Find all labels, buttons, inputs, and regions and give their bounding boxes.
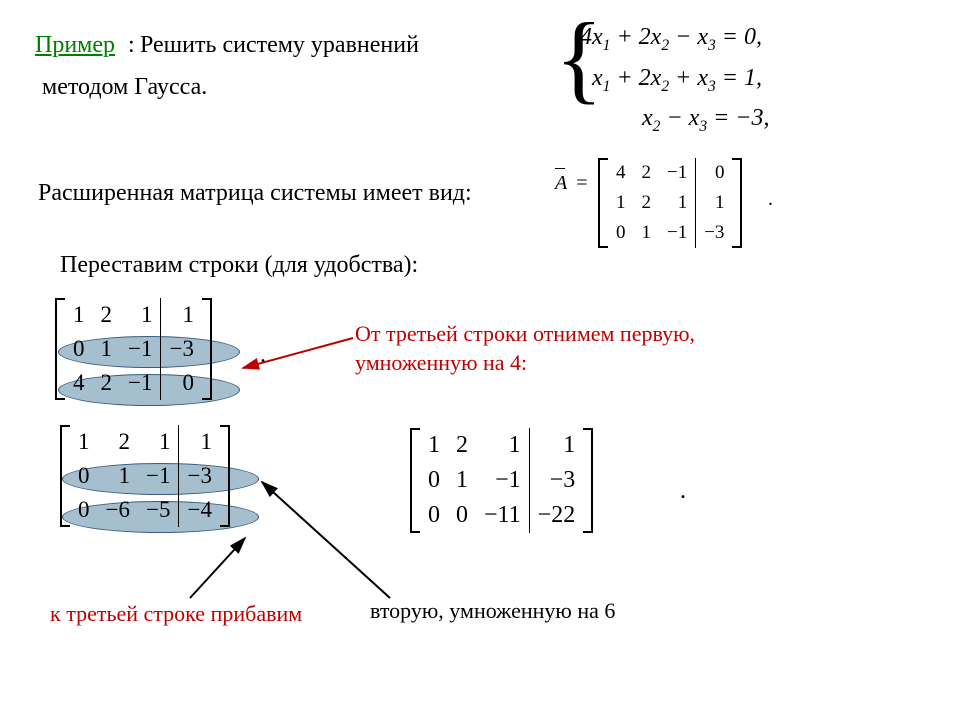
matrix-cell: 1 — [529, 428, 583, 463]
matrix-cell: 2 — [98, 425, 138, 459]
matrix-cell: −6 — [98, 493, 138, 527]
matrix-cell: 0 — [70, 459, 98, 493]
matrix-cell: 1 — [138, 425, 179, 459]
matrix-cell: 2 — [448, 428, 476, 463]
matrix-cell: 1 — [696, 188, 733, 218]
matrix-cell: 1 — [608, 188, 634, 218]
matrix-cell: 4 — [65, 366, 93, 400]
example-label: Пример — [35, 32, 115, 59]
matrix-cell: 2 — [93, 298, 121, 332]
matrix-cell: 1 — [634, 218, 660, 248]
matrix-cell: 1 — [420, 428, 448, 463]
method-text: методом Гаусса. — [42, 74, 207, 101]
matrix-cell: 0 — [420, 498, 448, 533]
matrix-cell: 1 — [70, 425, 98, 459]
matrix-cell: −1 — [476, 463, 529, 498]
anno-black-2: вторую, умноженную на 6 — [370, 598, 615, 624]
matrix-cell: 2 — [634, 158, 660, 188]
matrix-cell: 1 — [476, 428, 529, 463]
matrix-cell: 1 — [93, 332, 121, 366]
matrix-cell: 1 — [98, 459, 138, 493]
matrix-cell: 1 — [179, 425, 220, 459]
matrix-cell: 0 — [696, 158, 733, 188]
matrix-C: 121101−1−30−6−5−4 — [60, 425, 230, 527]
matrix-D: 121101−1−300−11−22 — [410, 428, 593, 533]
anno-red-2: к третьей строке прибавим — [50, 600, 302, 629]
matrix-cell: 2 — [634, 188, 660, 218]
arrow-black-1 — [170, 528, 290, 608]
matrix-cell: −4 — [179, 493, 220, 527]
matrix-cell: 4 — [608, 158, 634, 188]
matrix-cell: −3 — [696, 218, 733, 248]
period-A: . — [768, 188, 773, 211]
matrix-cell: 1 — [65, 298, 93, 332]
period-B: . — [260, 342, 266, 369]
eq1: 4x1 + 2x2 − x3 = 0, — [580, 18, 770, 59]
matrix-cell: 0 — [448, 498, 476, 533]
example-colon: : — [128, 32, 135, 59]
arrow-black-2 — [250, 470, 410, 605]
matrix-B: 121101−1−342−10 — [55, 298, 212, 400]
matrix-A: 42−10121101−1−3 — [598, 158, 742, 248]
matrix-cell: 0 — [420, 463, 448, 498]
matrix-cell: 1 — [161, 298, 202, 332]
matrix-cell: 2 — [93, 366, 121, 400]
matrix-cell: −1 — [120, 366, 161, 400]
matrix-cell: 0 — [608, 218, 634, 248]
aug-text: Расширенная матрица системы имеет вид: — [38, 180, 472, 207]
equation-system: { 4x1 + 2x2 − x3 = 0, x1 + 2x2 + x3 = 1,… — [580, 18, 770, 140]
matrix-cell: −3 — [179, 459, 220, 493]
arrow-red-1 — [225, 330, 365, 390]
matrix-cell: 0 — [161, 366, 202, 400]
matrix-cell: −5 — [138, 493, 179, 527]
matrix-cell: 1 — [120, 298, 161, 332]
period-D: . — [680, 478, 686, 505]
matrix-cell: 1 — [659, 188, 696, 218]
matrix-cell: 0 — [70, 493, 98, 527]
a-label: A = — [555, 172, 592, 195]
matrix-cell: −22 — [529, 498, 583, 533]
perm-text: Переставим строки (для удобства): — [60, 252, 418, 279]
matrix-cell: −1 — [659, 158, 696, 188]
matrix-cell: −3 — [529, 463, 583, 498]
matrix-cell: −1 — [120, 332, 161, 366]
task-text: Решить систему уравнений — [140, 32, 419, 59]
matrix-cell: −11 — [476, 498, 529, 533]
matrix-cell: −1 — [659, 218, 696, 248]
matrix-cell: −3 — [161, 332, 202, 366]
matrix-cell: −1 — [138, 459, 179, 493]
matrix-cell: 0 — [65, 332, 93, 366]
eq2: x1 + 2x2 + x3 = 1, — [580, 59, 770, 100]
matrix-cell: 1 — [448, 463, 476, 498]
eq3: x2 − x3 = −3, — [580, 99, 770, 140]
anno-red-1: От третьей строки отнимем первую, умноже… — [355, 320, 695, 377]
